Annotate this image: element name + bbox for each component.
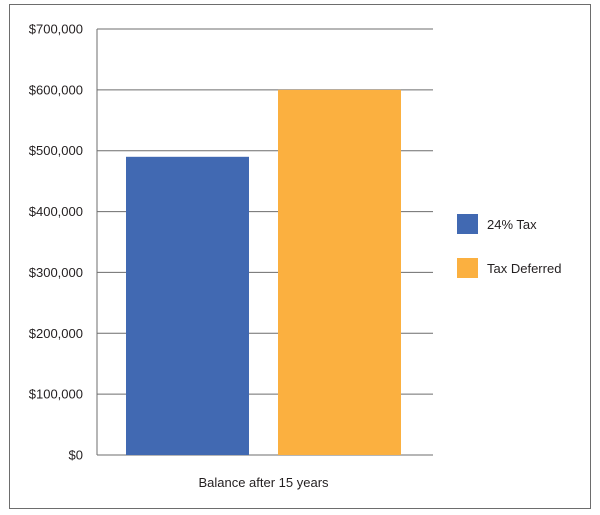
y-tick-label: $700,000 [29, 22, 83, 37]
bars [126, 89, 401, 456]
legend-swatch [457, 258, 478, 278]
y-tick-label: $0 [69, 448, 83, 463]
x-category-label: Balance after 15 years [198, 475, 329, 490]
legend-label: 24% Tax [487, 217, 537, 232]
x-axis-category-labels: Balance after 15 years [198, 475, 329, 490]
legend: 24% Tax Tax Deferred [457, 214, 561, 278]
bar-24-tax [126, 156, 249, 456]
y-tick-label: $600,000 [29, 82, 83, 97]
y-tick-label: $300,000 [29, 265, 83, 280]
y-tick-label: $400,000 [29, 204, 83, 219]
legend-label: Tax Deferred [487, 261, 561, 276]
y-axis-tick-labels: $0 $100,000 $200,000 $300,000 $400,000 $500,0… [29, 22, 83, 463]
bar-tax-deferred [278, 89, 401, 455]
y-tick-label: $200,000 [29, 326, 83, 341]
y-tick-label: $500,000 [29, 143, 83, 158]
legend-swatch [457, 214, 478, 234]
y-tick-label: $100,000 [29, 387, 83, 402]
